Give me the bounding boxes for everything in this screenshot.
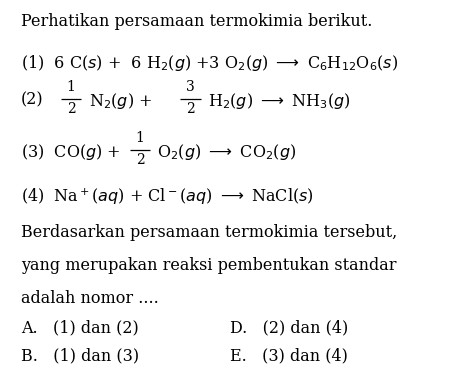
Text: D.   (2) dan (4): D. (2) dan (4) <box>230 319 348 337</box>
Text: adalah nomor ....: adalah nomor .... <box>21 290 158 307</box>
Text: (4)  Na$^+$($\it{aq}$) + Cl$^-$($\it{aq}$) $\longrightarrow$ NaCl($\it{s}$): (4) Na$^+$($\it{aq}$) + Cl$^-$($\it{aq}$… <box>21 187 313 207</box>
Text: E.   (3) dan (4): E. (3) dan (4) <box>230 347 347 365</box>
Text: Perhatikan persamaan termokimia berikut.: Perhatikan persamaan termokimia berikut. <box>21 13 372 30</box>
Text: Berdasarkan persamaan termokimia tersebut,: Berdasarkan persamaan termokimia tersebu… <box>21 224 397 242</box>
Text: B.   (1) dan (3): B. (1) dan (3) <box>21 347 139 365</box>
Text: (3)  CO($\it{g}$) +: (3) CO($\it{g}$) + <box>21 142 120 162</box>
Text: 2: 2 <box>67 102 76 116</box>
Text: yang merupakan reaksi pembentukan standar: yang merupakan reaksi pembentukan standa… <box>21 257 396 274</box>
Text: A.   (1) dan (2): A. (1) dan (2) <box>21 319 139 337</box>
Text: N$_2$($\it{g}$) +: N$_2$($\it{g}$) + <box>89 91 153 111</box>
Text: 2: 2 <box>186 102 195 116</box>
Text: 2: 2 <box>135 153 145 167</box>
Text: O$_2$($\it{g}$) $\longrightarrow$ CO$_2$($\it{g}$): O$_2$($\it{g}$) $\longrightarrow$ CO$_2$… <box>157 142 297 162</box>
Text: 1: 1 <box>135 131 145 145</box>
Text: (1)  6 C($\it{s}$) +  6 H$_2$($\it{g}$) +3 O$_2$($\it{g}$) $\longrightarrow$ C$_: (1) 6 C($\it{s}$) + 6 H$_2$($\it{g}$) +3… <box>21 53 398 73</box>
Text: 3: 3 <box>186 80 195 94</box>
Text: (2): (2) <box>21 91 43 108</box>
Text: 1: 1 <box>67 80 76 94</box>
Text: H$_2$($\it{g}$) $\longrightarrow$ NH$_3$($\it{g}$): H$_2$($\it{g}$) $\longrightarrow$ NH$_3$… <box>208 91 351 111</box>
